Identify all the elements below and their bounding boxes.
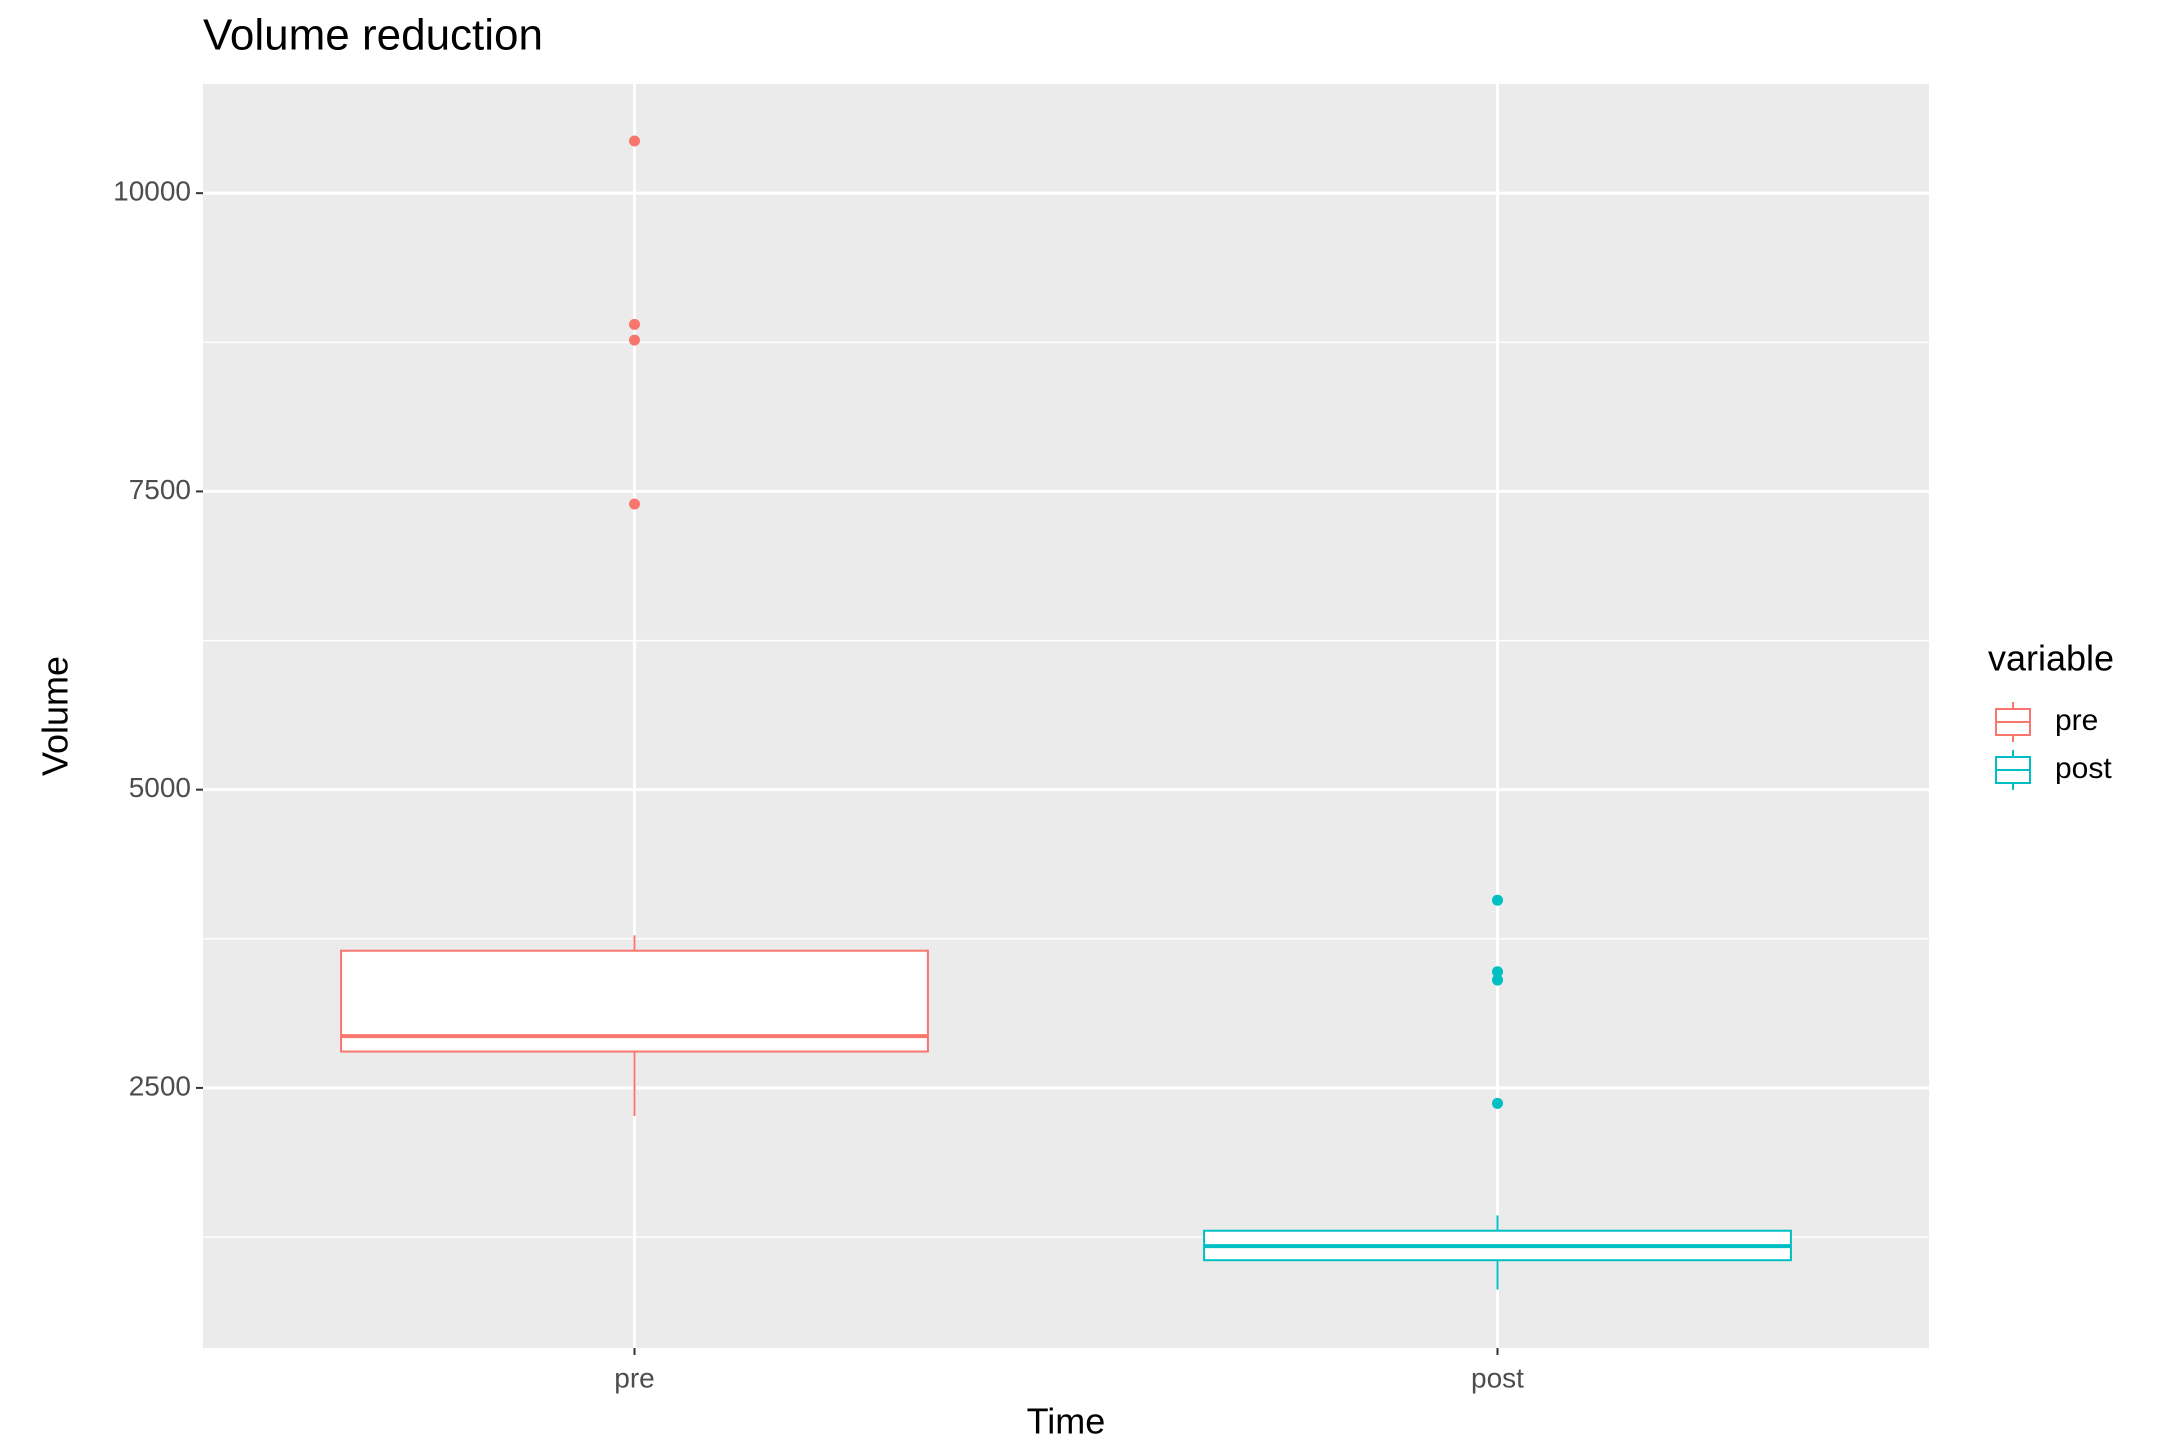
- x-tick-label: post: [1471, 1362, 1524, 1393]
- y-axis-title: Volume: [35, 656, 76, 776]
- outlier: [629, 334, 640, 346]
- outlier: [629, 498, 640, 510]
- y-tick-label: 2500: [129, 1070, 191, 1101]
- outlier: [1492, 966, 1503, 978]
- y-tick-label: 7500: [129, 474, 191, 505]
- y-tick-label: 5000: [129, 772, 191, 803]
- outlier: [629, 135, 640, 147]
- legend-label: pre: [2055, 704, 2098, 737]
- outlier: [1492, 894, 1503, 906]
- legend-title: variable: [1988, 638, 2114, 679]
- x-axis-title: Time: [1027, 1401, 1106, 1442]
- y-tick-label: 10000: [113, 176, 191, 207]
- outlier: [1492, 1097, 1503, 1109]
- x-tick-label: pre: [614, 1362, 654, 1393]
- chart-title: Volume reduction: [203, 11, 543, 60]
- legend-label: post: [2055, 752, 2112, 785]
- panel: [203, 84, 1929, 1348]
- outlier: [1492, 974, 1503, 986]
- outlier: [629, 318, 640, 330]
